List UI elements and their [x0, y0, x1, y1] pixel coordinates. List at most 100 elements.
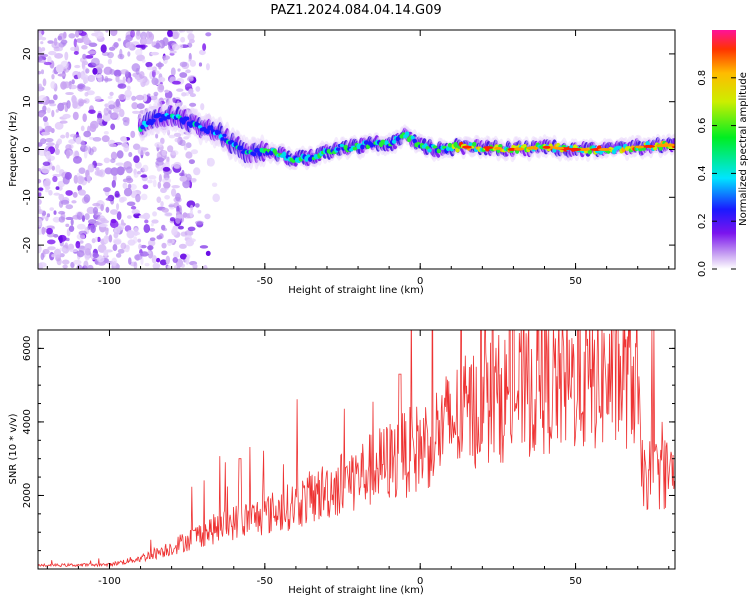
spectrogram-noise-blob [113, 69, 122, 77]
spectrogram-noise-blob [48, 50, 57, 56]
colorbar-tick-label: 0.2 [697, 213, 708, 229]
spectrogram-noise-blob [188, 88, 194, 95]
spectrogram-noise-blob [40, 37, 47, 41]
spectrogram-noise-blob [115, 98, 121, 108]
spectrogram-noise-blob [46, 239, 56, 245]
spectrogram-peak [553, 146, 565, 150]
spectrogram-noise-blob [78, 167, 86, 174]
snr-y-tick-label: 4000 [22, 409, 33, 434]
spectrogram-noise-blob [174, 137, 180, 143]
spectrogram-peak [483, 146, 494, 150]
spectrogram-noise-blob [127, 183, 132, 189]
colorbar: 0.0 0.2 0.4 0.6 0.8 Normalized spectral ampl… [697, 30, 749, 277]
spectrogram-ridge-core [427, 148, 432, 153]
spectrogram-noise-blob [86, 174, 91, 184]
spectrogram-noise-blob [149, 237, 156, 242]
spectrogram-noise-blob [110, 218, 117, 224]
spectrogram-noise-blob [54, 121, 64, 130]
spectrogram-ridge-core [436, 148, 442, 154]
spectrogram-noise-blob [45, 150, 52, 160]
spectrogram-noise-blob [59, 247, 67, 252]
spectrogram-noise-blob [92, 136, 102, 142]
spectrogram-y-tick-label: 20 [22, 48, 33, 61]
spectrogram-noise-blob [186, 200, 196, 208]
spectrogram-noise-blob [68, 225, 75, 233]
spectrogram-noise-blob [140, 31, 148, 40]
snr-frame [37, 329, 676, 570]
spectrogram-noise-blob [111, 257, 118, 267]
spectrogram-noise-blob [38, 192, 42, 197]
spectrogram-noise-blob [95, 167, 100, 171]
snr-ticks: -100 -50 0 50 6000 4000 2000 [22, 329, 675, 587]
spectrogram-noise-blob [200, 103, 205, 111]
spectrogram-noise-blob [66, 100, 71, 109]
spectrogram-noise-blob [47, 246, 56, 251]
spectrogram-noise-blob [42, 248, 50, 255]
spectrogram-noise-blob [168, 204, 175, 208]
spectrogram-noise-blob [64, 172, 72, 180]
spectrogram-noise-blob [51, 41, 61, 49]
spectrogram-noise-blob [82, 113, 87, 123]
spectrogram-noise-blob [65, 204, 74, 210]
spectrogram-noise-blob [203, 264, 208, 269]
spectrogram-noise-blob [149, 227, 156, 232]
spectrogram-noise-blob [140, 193, 148, 201]
spectrogram-noise-blob [51, 165, 55, 171]
spectrogram-peak [542, 145, 551, 149]
spectrogram-noise-blob [80, 139, 85, 149]
colorbar-gradient [712, 30, 736, 269]
spectrogram-noise-blob [122, 136, 128, 145]
spectrogram-noise-blob [111, 112, 118, 119]
spectrogram-noise-blob [187, 33, 195, 41]
spectrogram-noise-blob [178, 243, 187, 249]
spectrogram-noise-blob [69, 248, 78, 253]
spectrogram-noise-blob [150, 223, 154, 227]
spectrogram-noise-blob [161, 207, 169, 213]
spectrogram-noise-blob [84, 54, 94, 59]
spectrogram-noise-blob [38, 168, 42, 172]
spectrogram-noise-blob [64, 51, 69, 61]
spectrogram-noise-blob [96, 117, 103, 123]
spectrogram-noise-blob [161, 224, 166, 231]
spectrogram-noise-blob [142, 164, 149, 173]
spectrogram-noise-blob [40, 252, 45, 261]
spectrogram-noise-blob [202, 43, 207, 51]
spectrogram-noise-blob [165, 255, 171, 265]
spectrogram-ridge-core [365, 144, 371, 150]
spectrogram-noise-blob [53, 248, 62, 258]
spectrogram-noise-blob [205, 250, 211, 256]
spectrogram-noise-blob [77, 30, 83, 34]
spectrogram-noise-blob [145, 151, 150, 157]
spectrogram-noise-blob [76, 250, 85, 258]
spectrogram-noise-blob [176, 88, 184, 92]
spectrogram-noise-blob [62, 113, 71, 119]
spectrogram-noise-blob [140, 244, 147, 249]
spectrogram-y-tick-label: 10 [22, 95, 33, 108]
spectrogram-noise-blob [117, 38, 122, 42]
spectrogram-noise-blob [42, 116, 48, 123]
spectrogram-noise-blob [55, 109, 59, 113]
spectrogram-noise-blob [164, 194, 171, 200]
spectrogram-noise-blob [46, 227, 53, 235]
spectrogram-noise-blob [58, 235, 63, 244]
spectrogram-noise-blob [78, 230, 88, 236]
spectrogram-noise-blob [57, 35, 63, 41]
spectrogram-noise-blob [119, 109, 125, 118]
spectrogram-ridge-core [220, 137, 225, 141]
spectrogram-panel: -100 -50 0 50 20 10 0 -10 -20 Height of straight… [8, 29, 676, 296]
spectrogram-noise-blob [72, 111, 79, 121]
spectrogram-noise-blob [91, 238, 96, 244]
spectrogram-noise-blob [131, 95, 137, 101]
spectrogram-noise-blob [67, 243, 75, 251]
spectrogram-noise-blob [38, 208, 44, 215]
spectrogram-noise-blob [97, 261, 106, 266]
spectrogram-noise-blob [205, 32, 212, 37]
spectrogram-noise-blob [53, 94, 58, 101]
spectrogram-noise-blob [98, 223, 108, 228]
spectrogram-noise-blob [163, 172, 168, 179]
spectrogram-noise-blob [41, 226, 46, 235]
spectrogram-noise-blob [84, 213, 90, 221]
spectrogram-noise-blob [142, 184, 149, 190]
spectrogram-noise-blob [110, 158, 116, 164]
spectrogram-noise-blob [57, 102, 65, 112]
